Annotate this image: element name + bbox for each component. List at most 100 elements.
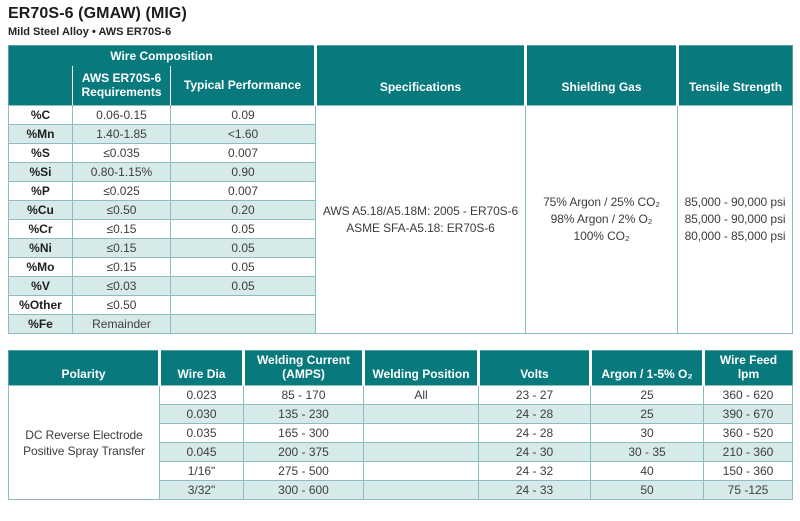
wire-composition-header: Wire Composition	[8, 45, 316, 66]
datasheet: ER70S-6 (GMAW) (MIG) Mild Steel Alloy • …	[8, 5, 793, 500]
requirement-value: ≤0.50	[72, 200, 171, 220]
composition-subheader-row: AWS ER70S-6 Requirements Typical Perform…	[8, 65, 793, 106]
argon-o2-value: 40	[590, 461, 704, 481]
tensile-strength-header: Tensile Strength	[676, 45, 793, 106]
wire-dia-value: 1/16"	[159, 461, 244, 481]
typical-value: 0.05	[170, 257, 316, 277]
element-label: %S	[8, 143, 73, 163]
parameters-header-row: Polarity Wire Dia Welding Current (AMPS)…	[8, 350, 793, 386]
element-label: %V	[8, 276, 73, 296]
element-label: %Cr	[8, 219, 73, 239]
composition-row: %Cr ≤0.15 0.05	[8, 219, 793, 239]
welding-position-value	[363, 480, 479, 500]
argon-o2-value: 25	[590, 404, 704, 424]
polarity-cell: DC Reverse Electrode Positive Spray Tran…	[8, 385, 160, 500]
composition-group-header-row: Wire Composition Specifications Shieldin…	[8, 45, 793, 106]
composition-row: %Mn 1.40-1.85 <1.60	[8, 124, 793, 144]
argon-o2-value: 25	[590, 385, 704, 405]
composition-row: %Mo ≤0.15 0.05	[8, 257, 793, 277]
wire-feed-value: 150 - 360	[703, 461, 793, 481]
welding-current-value: 300 - 600	[243, 480, 364, 500]
volts-value: 24 - 33	[478, 480, 591, 500]
page-title: ER70S-6 (GMAW) (MIG)	[8, 5, 187, 22]
welding-current-value: 200 - 375	[243, 442, 364, 462]
welding-current-value: 135 - 230	[243, 404, 364, 424]
specifications-cell: AWS A5.18/A5.18M: 2005 - ER70S-6 ASME SF…	[315, 105, 526, 334]
requirement-value: ≤0.035	[72, 143, 171, 163]
element-label: %Fe	[8, 314, 73, 334]
typical-value: 0.90	[170, 162, 316, 182]
composition-row: %S ≤0.035 0.007	[8, 143, 793, 163]
composition-row: %Ni ≤0.15 0.05	[8, 238, 793, 258]
volts-value: 23 - 27	[478, 385, 591, 405]
typical-value: 0.05	[170, 238, 316, 258]
wire-dia-value: 0.035	[159, 423, 244, 443]
requirement-value: ≤0.15	[72, 238, 171, 258]
wire-feed-value: 360 - 620	[703, 385, 793, 405]
parameters-row: DC Reverse Electrode Positive Spray Tran…	[8, 385, 793, 500]
welding-position-header: Welding Position	[362, 350, 479, 386]
welding-position-value	[363, 461, 479, 481]
argon-o2-value: 50	[590, 480, 704, 500]
requirements-header: AWS ER70S-6 Requirements	[72, 65, 171, 106]
wire-dia-header: Wire Dia	[158, 350, 244, 386]
typical-value	[170, 314, 316, 334]
requirement-value: ≤0.50	[72, 295, 171, 315]
page-subtitle: Mild Steel Alloy • AWS ER70S-6	[8, 26, 172, 38]
composition-row: %C 0.06-0.15 0.09 AWS A5.18/A5.18M: 2005…	[8, 105, 793, 334]
element-label: %Cu	[8, 200, 73, 220]
welding-current-value: 85 - 170	[243, 385, 364, 405]
wire-feed-value: 75 -125	[703, 480, 793, 500]
element-label: %Ni	[8, 238, 73, 258]
wire-dia-value: 0.023	[159, 385, 244, 405]
wire-feed-value: 390 - 670	[703, 404, 793, 424]
typical-value: 0.007	[170, 181, 316, 201]
welding-current-header: Welding Current (AMPS)	[242, 350, 364, 386]
argon-o2-value: 30	[590, 423, 704, 443]
composition-row: %Si 0.80-1.15% 0.90	[8, 162, 793, 182]
specifications-header: Specifications	[314, 45, 526, 106]
wire-dia-value: 3/32"	[159, 480, 244, 500]
typical-value: 0.09	[170, 105, 316, 125]
typical-value: 0.007	[170, 143, 316, 163]
polarity-header: Polarity	[8, 350, 160, 386]
requirement-value: ≤0.025	[72, 181, 171, 201]
requirement-value: 0.80-1.15%	[72, 162, 171, 182]
element-label: %Mo	[8, 257, 73, 277]
wire-composition-table: Wire Composition Specifications Shieldin…	[8, 45, 793, 334]
volts-value: 24 - 28	[478, 423, 591, 443]
element-label: %Mn	[8, 124, 73, 144]
volts-value: 24 - 32	[478, 461, 591, 481]
wire-feed-value: 360 - 520	[703, 423, 793, 443]
argon-o2-header: Argon / 1-5% O₂	[589, 350, 704, 386]
requirement-value: ≤0.03	[72, 276, 171, 296]
composition-row: %Other ≤0.50	[8, 295, 793, 315]
volts-value: 24 - 28	[478, 404, 591, 424]
welding-current-value: 275 - 500	[243, 461, 364, 481]
shielding-gas-header: Shielding Gas	[524, 45, 678, 106]
composition-row: %P ≤0.025 0.007	[8, 181, 793, 201]
volts-header: Volts	[477, 350, 591, 386]
typical-value	[170, 295, 316, 315]
welding-position-value: All	[363, 385, 479, 405]
requirement-value: ≤0.15	[72, 219, 171, 239]
element-column-header	[8, 65, 73, 106]
typical-value: 0.05	[170, 219, 316, 239]
requirement-value: 0.06-0.15	[72, 105, 171, 125]
table-spacer	[8, 334, 792, 350]
composition-row: %V ≤0.03 0.05	[8, 276, 793, 296]
wire-feed-value: 210 - 360	[703, 442, 793, 462]
parameters-row: 1/16" 275 - 500 24 - 32 40 150 - 360	[9, 461, 793, 481]
composition-row: %Fe Remainder	[8, 314, 793, 334]
requirement-value: 1.40-1.85	[72, 124, 171, 144]
requirement-value: ≤0.15	[72, 257, 171, 277]
wire-feed-header: Wire Feed lpm	[702, 350, 793, 386]
typical-performance-header: Typical Performance	[170, 65, 316, 106]
welding-current-value: 165 - 300	[243, 423, 364, 443]
welding-parameters-table: Polarity Wire Dia Welding Current (AMPS)…	[8, 350, 793, 500]
element-label: %C	[8, 105, 73, 125]
typical-value: 0.05	[170, 276, 316, 296]
parameters-row: 3/32" 300 - 600 24 - 33 50 75 -125	[9, 480, 793, 500]
typical-value: <1.60	[170, 124, 316, 144]
parameters-row: 0.045 200 - 375 24 - 30 30 - 35 210 - 36…	[9, 442, 793, 462]
